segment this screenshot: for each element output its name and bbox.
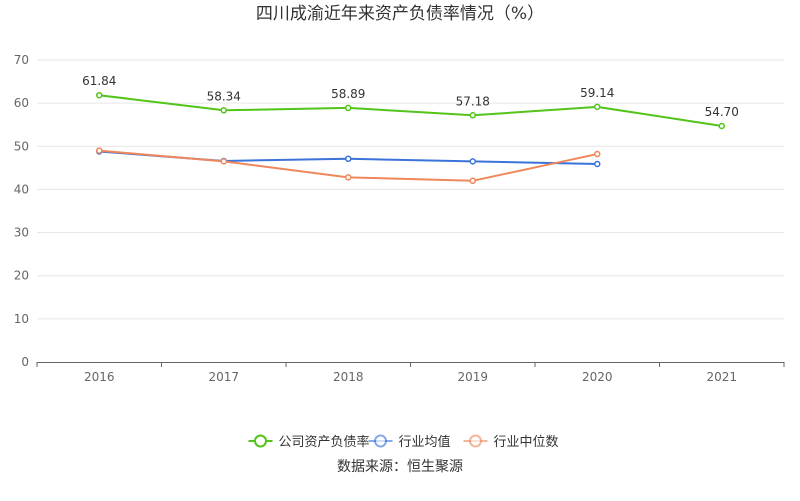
x-tick-label: 2018	[333, 370, 364, 384]
data-point[interactable]	[594, 150, 601, 158]
data-source: 数据来源：恒生聚源	[337, 459, 463, 475]
legend-marker	[254, 434, 267, 448]
legend-item[interactable]: 行业中位数	[463, 434, 559, 450]
legend-label: 行业中位数	[494, 435, 559, 450]
y-tick-label: 30	[14, 226, 29, 240]
data-point[interactable]	[96, 147, 103, 154]
legend-item[interactable]: 公司资产负债率	[248, 434, 370, 450]
data-point[interactable]	[469, 112, 476, 119]
y-tick-label: 60	[14, 96, 29, 110]
y-tick-label: 70	[14, 53, 29, 67]
data-point[interactable]	[345, 155, 352, 163]
series-line	[99, 94, 722, 127]
y-tick-label: 50	[14, 139, 29, 153]
legend-label: 行业均值	[399, 434, 451, 450]
y-tick-label: 10	[14, 312, 29, 326]
y-tick-label: 0	[21, 355, 29, 369]
data-point[interactable]	[345, 174, 352, 181]
y-tick-label: 40	[14, 182, 29, 196]
data-point[interactable]	[594, 160, 601, 168]
data-point[interactable]	[220, 158, 227, 165]
data-point[interactable]	[469, 158, 476, 165]
data-point[interactable]	[345, 104, 352, 112]
x-tick-label: 2016	[84, 370, 115, 384]
legend-item[interactable]: 行业均值	[368, 434, 451, 450]
data-label: 61.84	[82, 74, 116, 88]
data-point[interactable]	[96, 91, 103, 99]
data-point[interactable]	[718, 122, 725, 130]
data-label: 58.89	[331, 87, 365, 101]
data-label: 57.18	[456, 94, 490, 108]
data-label: 54.70	[705, 105, 739, 119]
x-tick-label: 2020	[582, 370, 613, 384]
chart-title: 四川成渝近年来资产负债率情况（%）	[256, 4, 544, 24]
legend-marker	[374, 434, 387, 448]
data-point[interactable]	[220, 107, 227, 114]
legend-label: 公司资产负债率	[279, 434, 370, 450]
y-tick-label: 20	[14, 269, 29, 283]
data-point[interactable]	[469, 177, 476, 185]
x-tick-label: 2017	[208, 370, 239, 384]
data-point[interactable]	[594, 103, 601, 111]
x-tick-label: 2021	[706, 370, 737, 384]
x-tick-label: 2019	[457, 370, 488, 384]
data-label: 58.34	[207, 89, 241, 103]
legend: 公司资产负债率 行业均值 行业中位数	[248, 434, 559, 450]
data-label: 59.14	[580, 86, 614, 100]
legend-marker	[469, 434, 482, 448]
